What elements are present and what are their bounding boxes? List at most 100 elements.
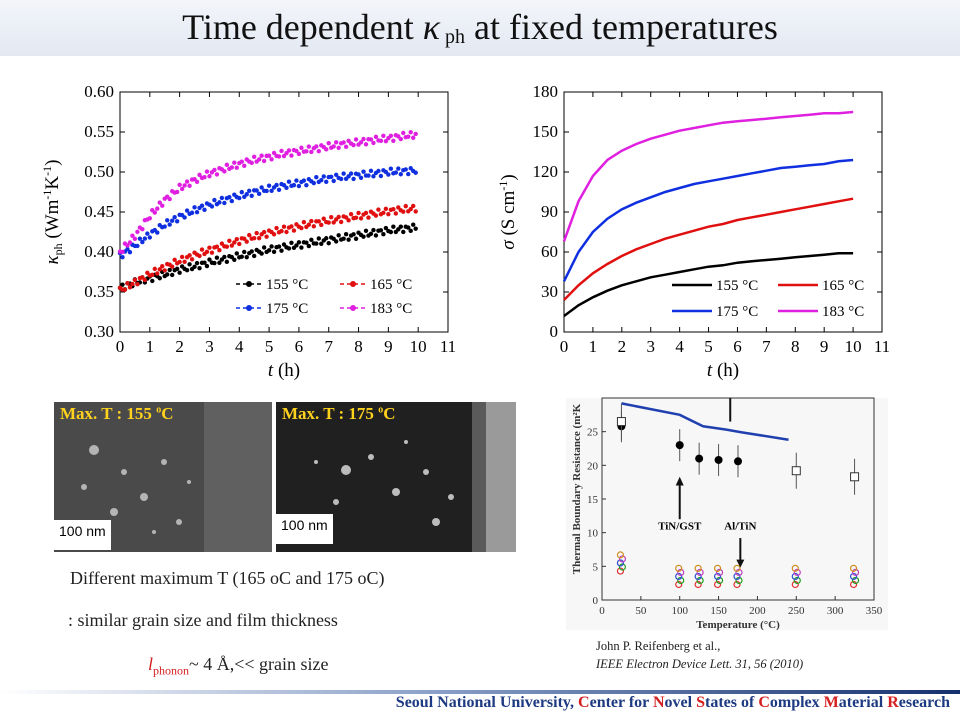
data-point — [316, 236, 321, 241]
data-point — [284, 185, 289, 191]
data-point — [343, 144, 349, 150]
data-point — [207, 174, 212, 179]
data-point — [120, 254, 125, 260]
low-marker — [675, 580, 683, 589]
data-point — [289, 240, 294, 246]
data-point — [247, 188, 252, 193]
data-point — [244, 192, 249, 197]
data-point — [239, 159, 244, 164]
data-point — [338, 219, 344, 225]
data-point — [326, 240, 331, 246]
data-point — [301, 219, 307, 225]
data-point — [393, 211, 399, 216]
y-tick-label: 30 — [541, 282, 558, 301]
reference-figure-bg — [566, 398, 888, 630]
data-point — [169, 218, 175, 223]
data-point — [130, 281, 135, 287]
data-point — [358, 175, 364, 180]
data-point — [321, 174, 326, 179]
low-marker — [735, 576, 743, 585]
data-point — [336, 145, 341, 150]
low-marker — [618, 555, 627, 563]
data-point — [336, 214, 341, 220]
data-point — [353, 215, 359, 220]
x-tick-label: 0 — [116, 337, 125, 356]
data-point — [381, 232, 386, 237]
data-point — [217, 200, 222, 205]
scale-bar-155: 100 nm — [54, 520, 111, 550]
data-point — [383, 206, 389, 211]
data-point — [281, 242, 287, 247]
data-point — [296, 183, 302, 189]
data-point — [169, 272, 175, 278]
series-line-1 — [563, 197, 854, 301]
x-tick-label: 5 — [265, 337, 274, 356]
data-point — [353, 137, 359, 142]
data-point — [165, 272, 170, 277]
data-point — [368, 231, 374, 236]
data-point — [343, 215, 349, 220]
data-point — [172, 214, 177, 220]
data-point — [269, 244, 274, 249]
data-point — [343, 232, 349, 237]
data-point — [197, 172, 202, 178]
data-point — [311, 180, 317, 186]
data-point — [329, 174, 334, 180]
data-point — [229, 165, 235, 170]
tem-label-155: Max. T : 155 oC — [60, 404, 174, 423]
data-point — [269, 157, 274, 162]
data-point — [202, 260, 207, 265]
data-point — [222, 254, 227, 260]
data-point — [351, 232, 356, 237]
data-point — [331, 144, 336, 149]
data-point — [791, 466, 801, 476]
low-marker — [849, 564, 858, 572]
low-marker — [675, 572, 683, 581]
legend-marker — [350, 305, 356, 311]
data-point — [135, 243, 140, 249]
data-point — [289, 153, 294, 158]
x-tick-label: 4 — [675, 337, 684, 356]
note-line-2: : similar grain size and film thickness — [68, 610, 338, 630]
data-point — [331, 178, 336, 184]
data-point — [261, 158, 267, 164]
data-point — [294, 243, 299, 248]
note-line-3: lphonon~ 4 Å,<< grain size — [148, 654, 329, 678]
series-1 — [117, 203, 418, 292]
data-point — [212, 167, 217, 173]
x-tick-label: 350 — [866, 605, 883, 617]
data-point — [356, 172, 361, 177]
low-marker — [791, 572, 799, 581]
data-point — [182, 215, 187, 220]
data-point — [403, 203, 408, 209]
data-point — [371, 174, 376, 179]
data-point — [147, 235, 153, 240]
data-point — [363, 142, 369, 147]
data-point — [356, 210, 361, 216]
tem-texture-155 — [54, 402, 272, 552]
note-line-1: Different maximum T (165 oC and 175 oC) — [70, 568, 384, 589]
data-point — [363, 210, 369, 216]
data-point — [396, 205, 401, 210]
series-line-2 — [562, 158, 854, 282]
data-point — [348, 171, 354, 176]
data-point — [137, 236, 143, 241]
y-tick-label: 0 — [593, 595, 599, 607]
y-tick-label: 90 — [541, 202, 558, 221]
low-marker — [733, 564, 741, 572]
data-point — [167, 196, 172, 202]
title-bar — [0, 0, 960, 56]
data-point — [281, 224, 287, 229]
data-point — [311, 224, 317, 229]
legend-label: 175 °C — [716, 304, 758, 320]
x-tick-label: 6 — [733, 337, 742, 356]
page-title: Time dependent κ ph at fixed temperature… — [0, 6, 960, 49]
data-point — [179, 254, 185, 260]
data-point — [413, 209, 418, 214]
low-marker — [677, 568, 685, 576]
data-point — [167, 222, 172, 227]
x-tick-label: 7 — [762, 337, 771, 356]
y-tick-label: 0.45 — [84, 202, 114, 221]
data-point — [324, 147, 329, 152]
data-point — [204, 249, 210, 254]
